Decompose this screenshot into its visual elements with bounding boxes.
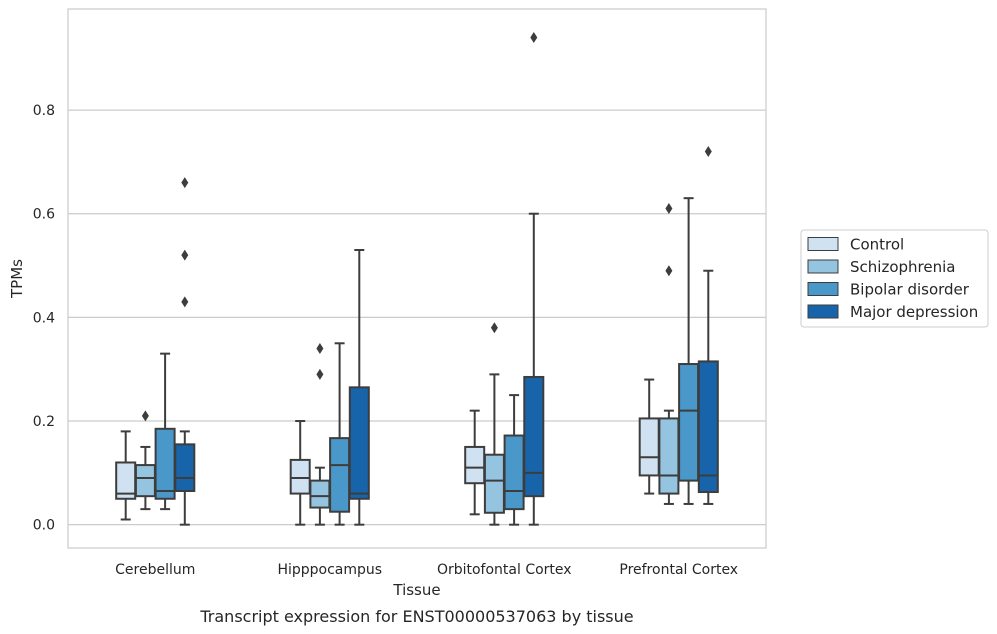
- box: [697, 360, 719, 494]
- box: [134, 464, 156, 498]
- legend-label: Major depression: [850, 303, 978, 321]
- outlier-point: [704, 146, 712, 158]
- legend-label: Control: [850, 236, 904, 254]
- box: [289, 458, 311, 495]
- box: [174, 443, 196, 492]
- box-group: [115, 177, 196, 526]
- box-group: [289, 248, 370, 526]
- outlier-point: [490, 322, 498, 334]
- outlier-point: [665, 265, 673, 277]
- x-tick-label: Orbitofontal Cortex: [437, 562, 572, 578]
- outlier-point: [665, 203, 673, 215]
- y-tick-label: 0.4: [33, 310, 55, 326]
- y-tick-label: 0.8: [33, 103, 55, 119]
- y-axis-title: TPMs: [8, 259, 26, 299]
- x-tick-labels: Cerebellum Hipppocampus Orbitofontal Corte…: [115, 562, 738, 578]
- outlier-point: [181, 177, 189, 189]
- box: [523, 375, 545, 498]
- legend-label: Schizophrenia: [850, 258, 955, 276]
- outlier-point: [181, 249, 189, 261]
- box: [348, 386, 370, 500]
- y-tick-label: 0.6: [33, 207, 55, 223]
- box: [678, 363, 700, 482]
- box: [658, 417, 680, 495]
- outlier-point: [530, 32, 538, 44]
- y-tick-label: 0.2: [33, 414, 55, 430]
- box: [309, 479, 331, 509]
- box: [638, 417, 660, 477]
- box-groups: [115, 32, 719, 526]
- outlier-point: [181, 296, 189, 308]
- legend-swatch: [807, 304, 839, 319]
- outlier-point: [316, 342, 324, 354]
- box: [503, 434, 525, 511]
- legend-swatch: [807, 282, 839, 296]
- legend-swatch: [807, 237, 839, 251]
- box-group: [638, 146, 719, 505]
- x-tick-label: Cerebellum: [115, 562, 195, 578]
- outlier-point: [316, 368, 324, 380]
- legend-swatch: [807, 259, 839, 274]
- box: [464, 445, 486, 485]
- box: [483, 453, 505, 514]
- y-tick-labels: 0.0 0.2 0.4 0.6 0.8: [33, 103, 55, 534]
- outlier-point: [141, 410, 149, 422]
- x-tick-label: Hipppocampus: [277, 562, 382, 578]
- legend-label: Bipolar disorder: [850, 281, 970, 299]
- x-tick-label: Prefrontal Cortex: [619, 562, 738, 578]
- box: [329, 437, 351, 513]
- box-group: [464, 32, 545, 526]
- box: [154, 427, 176, 500]
- x-axis-title: Tissue: [392, 581, 440, 599]
- plot-area-frame: [67, 8, 767, 549]
- legend: Control Schizophrenia Bipolar disorder Majo…: [800, 229, 989, 328]
- y-tick-label: 0.0: [33, 518, 55, 534]
- figure-caption: Transcript expression for ENST0000053706…: [199, 607, 633, 626]
- legend-frame: [800, 229, 989, 328]
